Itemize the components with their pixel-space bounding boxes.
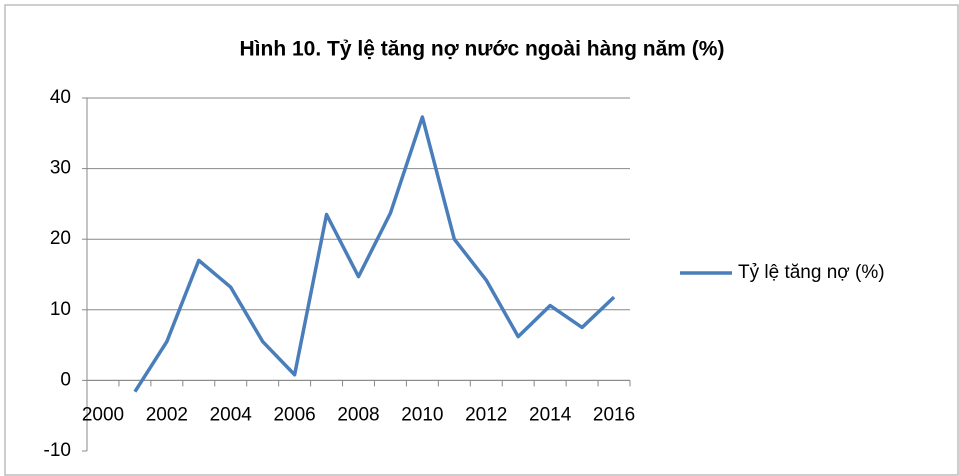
legend-label: Tỷ lệ tăng nợ (%): [738, 262, 885, 283]
x-tick-label: 2000: [82, 404, 124, 425]
x-tick-label: 2006: [273, 404, 315, 425]
x-tick-label: 2012: [465, 404, 507, 425]
x-tick-label: 2010: [401, 404, 443, 425]
y-tick-label: 10: [50, 299, 71, 320]
x-tick-label: 2014: [529, 404, 572, 425]
y-tick-label: 0: [60, 369, 71, 390]
x-tick-label: 2002: [146, 404, 188, 425]
chart-border: [4, 4, 959, 476]
x-tick-label: 2016: [593, 404, 635, 425]
y-tick-label: 30: [50, 158, 71, 179]
data-line: [133, 115, 616, 393]
y-tick-label: 40: [50, 87, 71, 108]
y-tick-label: -10: [44, 440, 71, 461]
chart-title: Hình 10. Tỷ lệ tăng nợ nước ngoài hàng n…: [240, 38, 725, 61]
x-tick-label: 2004: [210, 404, 253, 425]
y-tick-label: 20: [50, 228, 71, 249]
x-tick-label: 2008: [337, 404, 379, 425]
